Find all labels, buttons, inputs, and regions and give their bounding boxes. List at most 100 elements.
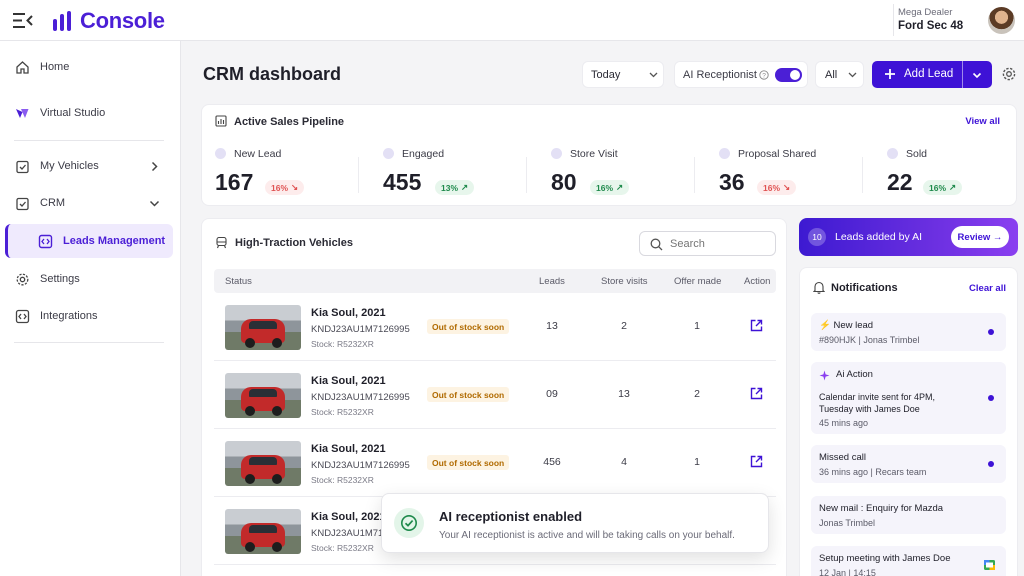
status-badge: Out of stock soon [427, 387, 510, 402]
sales-pipeline-card: Active Sales Pipeline View all New Lead … [201, 104, 1017, 206]
sidebar-item-settings[interactable]: Settings [0, 263, 181, 295]
search-input[interactable] [670, 236, 770, 252]
pipeline-stage[interactable]: Sold 22 16% ↗ [887, 145, 1024, 200]
table-header: Status Leads Store visits Offer made Act… [214, 269, 776, 293]
toast-notification: AI receptionist enabled Your AI receptio… [381, 493, 769, 553]
trend-down-icon: ↘ [291, 182, 299, 192]
sidebar-item-integrations[interactable]: Integrations [0, 300, 181, 332]
notification-item[interactable]: Missed call 36 mins ago | Recars team [811, 445, 1006, 483]
notification-item[interactable]: Ai Action Calendar invite sent for 4PM, … [811, 362, 1006, 434]
vehicle-stock: Stock: R5232XR [311, 407, 374, 417]
sidebar-item-my-vehicles[interactable]: My Vehicles [0, 150, 181, 182]
notification-item[interactable]: Setup meeting with James Doe 12 Jan | 14… [811, 546, 1006, 576]
leads-added-banner: 10 Leads added by AI Review → [799, 218, 1018, 256]
store-visit-icon [551, 148, 562, 159]
clear-all-link[interactable]: Clear all [969, 283, 1006, 294]
engaged-icon [383, 148, 394, 159]
help-icon[interactable]: ? [759, 70, 769, 80]
date-filter-dropdown[interactable]: Today [582, 61, 664, 88]
sidebar-item-label: Virtual Studio [40, 107, 106, 119]
sidebar-item-label: CRM [40, 197, 66, 209]
store-visits-count: 4 [621, 456, 627, 468]
offers-count: 1 [694, 456, 700, 468]
ai-receptionist-toggle[interactable] [775, 68, 802, 82]
pipeline-stage[interactable]: New Lead 167 16% ↘ [215, 145, 375, 200]
account-switcher[interactable]: Mega Dealer Ford Sec 48 [898, 5, 972, 37]
toast-message: Your AI receptionist is active and will … [439, 530, 735, 541]
stage-change-badge: 16% ↘ [757, 180, 797, 195]
notification-body: Calendar invite sent for 4PM, Tuesday wi… [819, 392, 936, 414]
sidebar-item-label: My Vehicles [40, 160, 99, 172]
divider [893, 4, 894, 36]
leads-count-badge: 10 [808, 228, 826, 246]
divider [358, 157, 359, 193]
clipboard-icon [16, 160, 29, 173]
toast-title: AI receptionist enabled [439, 509, 583, 524]
vehicle-photo [225, 441, 301, 486]
pipeline-stage[interactable]: Engaged 455 13% ↗ [383, 145, 543, 200]
avatar[interactable] [988, 7, 1015, 34]
notification-title: New mail : Enquiry for Mazda [819, 503, 944, 514]
offers-count: 1 [694, 320, 700, 332]
sidebar-item-virtual-studio[interactable]: Virtual Studio [0, 97, 181, 129]
stage-change: 13% [441, 182, 459, 193]
stage-change-badge: 13% ↗ [435, 180, 475, 195]
notification-item[interactable]: New mail : Enquiry for Mazda Jonas Trimb… [811, 496, 1006, 534]
trend-up-icon: ↗ [616, 182, 624, 192]
vehicle-stock: Stock: R5232XR [311, 339, 374, 349]
notification-title: Setup meeting with James Doe [819, 553, 951, 564]
vehicle-name: Kia Soul, 2021 [311, 511, 386, 523]
gear-icon [16, 273, 29, 285]
divider [14, 140, 164, 141]
stage-change: 16% [763, 182, 781, 193]
column-header: Offer made [674, 276, 722, 287]
pipeline-stage[interactable]: Proposal Shared 36 16% ↘ [719, 145, 879, 200]
notification-title: Ai Action [836, 369, 873, 380]
column-header: Leads [539, 276, 565, 287]
divider [526, 157, 527, 193]
search-field[interactable] [639, 231, 776, 256]
sidebar-item-home[interactable]: Home [0, 51, 181, 83]
pipeline-title: Active Sales Pipeline [234, 116, 345, 128]
app-logo[interactable]: Console [52, 8, 165, 33]
vehicle-icon [216, 236, 227, 249]
stage-label: New Lead [234, 148, 282, 160]
open-external-icon[interactable] [750, 455, 763, 468]
bell-icon [813, 281, 825, 294]
notification-subtitle: 12 Jan | 14:15 [819, 568, 876, 576]
table-row[interactable]: Kia Soul, 2021 KNDJ23AU1M7126995 Stock: … [214, 293, 776, 361]
vehicle-stock: Stock: R5232XR [311, 475, 374, 485]
sold-icon [887, 148, 898, 159]
vehicle-name: Kia Soul, 2021 [311, 307, 386, 319]
notification-item[interactable]: ⚡ New lead #890HJK | Jonas Trimbel [811, 313, 1006, 351]
table-row[interactable]: Kia Soul, 2021 KNDJ23AU1M7126995 Stock: … [214, 361, 776, 429]
chevron-down-icon[interactable] [972, 70, 982, 80]
table-row[interactable]: Kia Soul, 2021 KNDJ23AU1M712 Stock: R523… [214, 497, 776, 565]
sidebar-item-leads-management[interactable]: Leads Management [5, 224, 173, 258]
open-external-icon[interactable] [750, 319, 763, 332]
review-button[interactable]: Review → [951, 226, 1009, 248]
leads-count: 13 [546, 320, 558, 332]
add-lead-button[interactable]: Add Lead [872, 61, 992, 88]
account-name: Ford Sec 48 [898, 20, 964, 32]
notification-subtitle: 45 mins ago [819, 418, 869, 428]
leads-banner-label: Leads added by AI [835, 231, 922, 243]
pipeline-stage[interactable]: Store Visit 80 16% ↗ [551, 145, 711, 200]
scope-filter-dropdown[interactable]: All [815, 61, 864, 88]
proposal-icon [719, 148, 730, 159]
store-visits-count: 2 [621, 320, 627, 332]
gear-icon[interactable] [1001, 66, 1017, 82]
sidebar: Home Virtual Studio My Vehicles CRM Lead… [0, 41, 181, 576]
table-row[interactable]: Kia Soul, 2021 KNDJ23AU1M7126995 Stock: … [214, 429, 776, 497]
notification-subtitle: Jonas Trimbel [819, 518, 876, 528]
top-bar: Console Mega Dealer Ford Sec 48 [0, 0, 1024, 41]
open-external-icon[interactable] [750, 387, 763, 400]
vehicle-name: Kia Soul, 2021 [311, 443, 386, 455]
collapse-menu-icon[interactable] [13, 12, 33, 29]
view-all-link[interactable]: View all [965, 116, 1000, 127]
chevron-down-icon [649, 72, 658, 78]
sidebar-item-crm[interactable]: CRM [0, 187, 181, 219]
leads-count: 09 [546, 388, 558, 400]
trend-down-icon: ↘ [783, 182, 791, 192]
leads-count: 456 [543, 456, 561, 468]
